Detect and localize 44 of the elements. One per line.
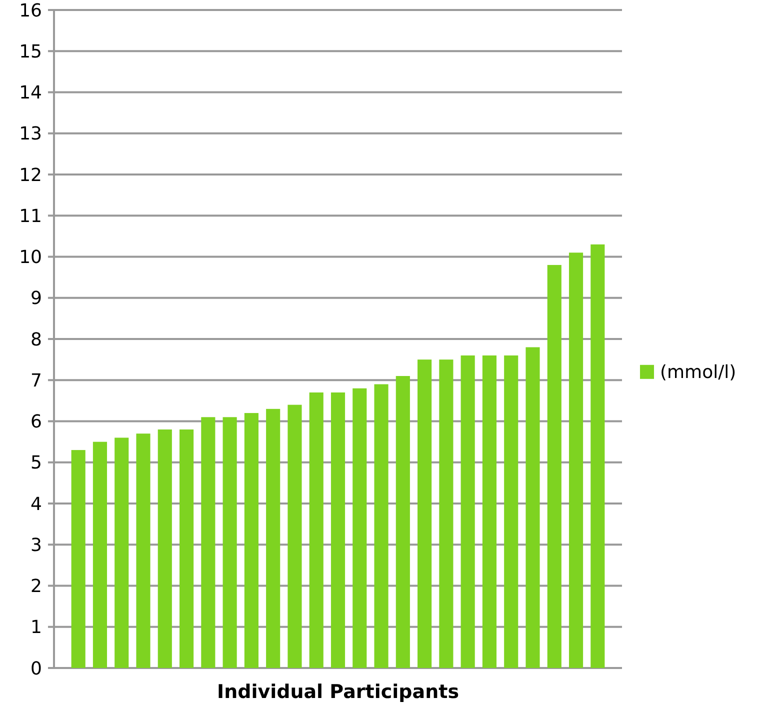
- bar: [460, 355, 475, 668]
- bar: [526, 347, 540, 668]
- bar: [396, 376, 410, 668]
- bar: [330, 392, 346, 668]
- bar: [136, 434, 150, 668]
- y-tick-label: 0: [30, 658, 42, 680]
- bar: [71, 450, 86, 668]
- bar: [309, 392, 324, 668]
- bar: [568, 252, 584, 668]
- legend-label: (mmol/l): [660, 362, 736, 384]
- y-tick-label: 4: [30, 494, 42, 515]
- y-tick-label: 8: [30, 329, 42, 350]
- bar: [180, 429, 194, 668]
- bar: [374, 384, 388, 668]
- bar: [201, 417, 216, 668]
- bar: [439, 360, 454, 668]
- x-axis-title: Individual Participants: [217, 681, 459, 703]
- y-tick-label: 9: [30, 288, 42, 310]
- y-tick-label: 1: [30, 617, 42, 638]
- y-tick-label: 6: [30, 412, 42, 433]
- y-tick-label: 11: [19, 206, 42, 227]
- bar: [288, 404, 302, 668]
- y-tick-label: 16: [19, 0, 42, 22]
- bar: [266, 408, 280, 668]
- bar: [590, 244, 605, 668]
- y-tick-label: 12: [19, 164, 42, 186]
- y-tick-label: 15: [19, 41, 42, 62]
- bar: [244, 413, 258, 668]
- bar: [547, 264, 562, 668]
- bar: [222, 417, 237, 668]
- bar: [482, 355, 496, 668]
- y-tick-label: 13: [19, 124, 42, 145]
- bar: [418, 360, 432, 668]
- bar: [158, 429, 172, 668]
- y-tick-label: 10: [19, 247, 42, 268]
- bar: [114, 438, 129, 668]
- bar: [352, 388, 367, 668]
- y-tick-label: 5: [30, 452, 42, 474]
- bar: [504, 355, 518, 668]
- bar: [92, 442, 108, 668]
- y-tick-label: 3: [30, 534, 42, 556]
- y-tick-label: 7: [30, 370, 42, 392]
- y-tick-label: 2: [30, 576, 42, 598]
- y-tick-label: 14: [19, 82, 42, 104]
